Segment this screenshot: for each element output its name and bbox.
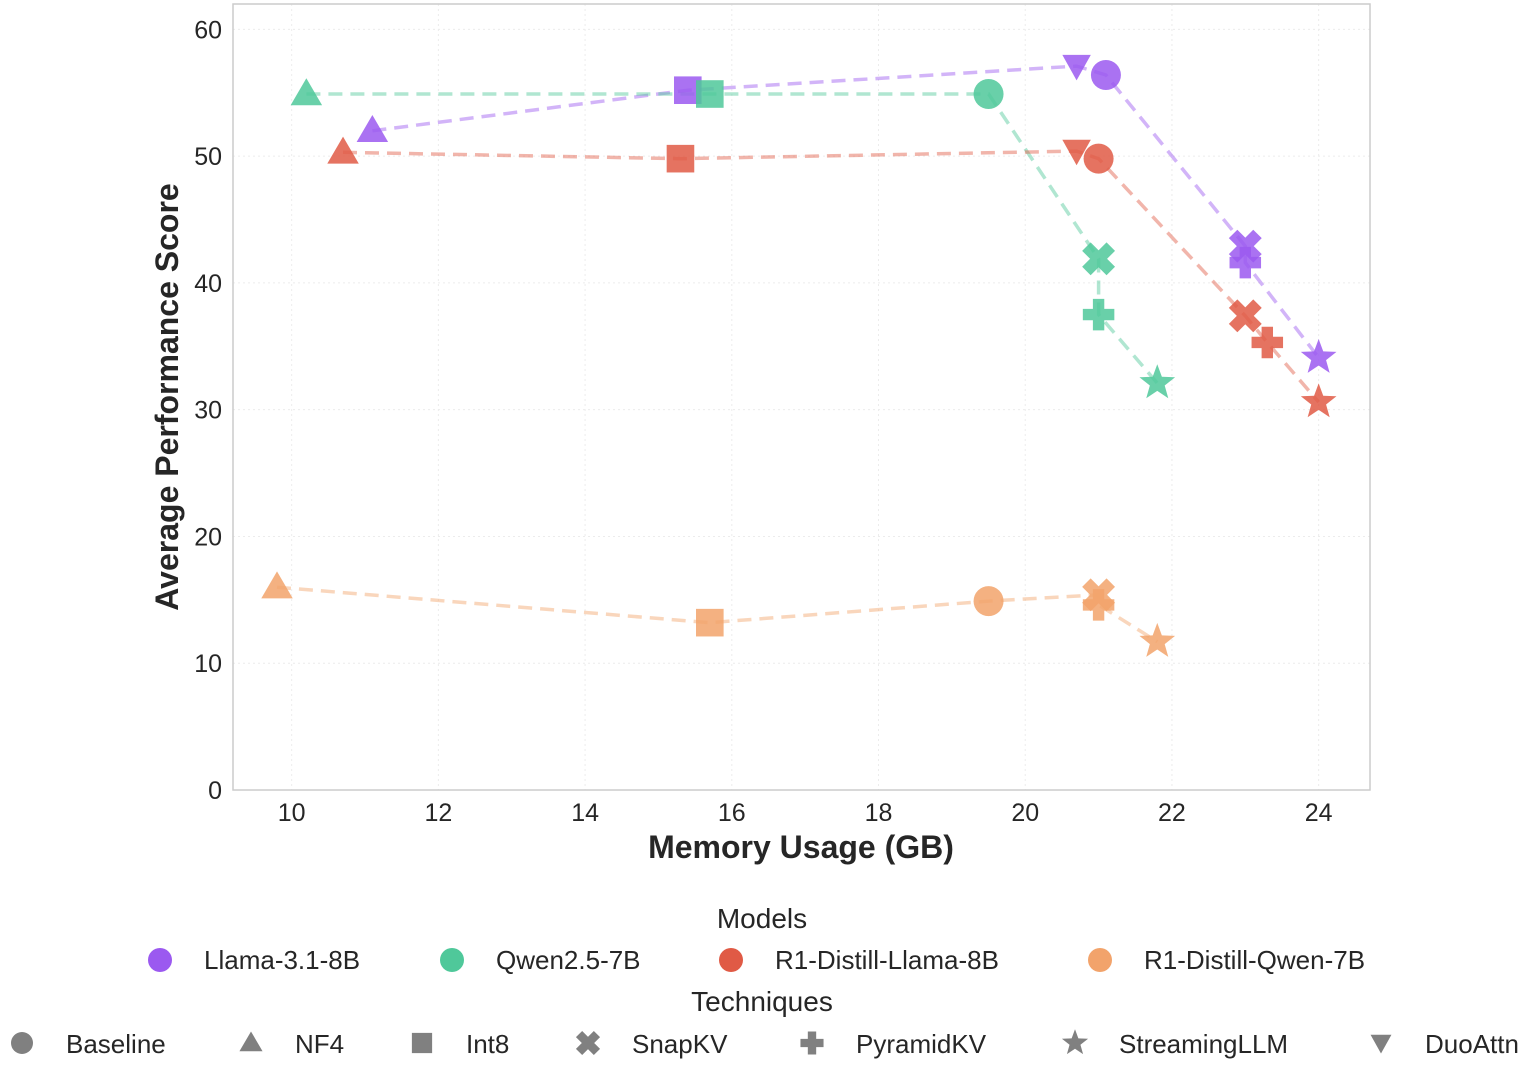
legend-item-r1-distill-llama-8b: R1-Distill-Llama-8B xyxy=(719,945,999,975)
legend-item-nf4: NF4 xyxy=(239,1029,344,1059)
y-tick-label: 0 xyxy=(208,777,222,805)
techniques-legend: Baseline NF4 Int8 SnapKV PyramidKV StreamingL… xyxy=(11,1029,1519,1059)
legend-item-duoattn: DuoAttn xyxy=(1370,1029,1519,1059)
legend-label: Baseline xyxy=(66,1029,166,1059)
series-line-llama-3-1-8b xyxy=(372,64,1321,359)
legend-label: SnapKV xyxy=(632,1029,728,1059)
legend-item-baseline: Baseline xyxy=(11,1029,166,1059)
techniques-legend-title: Techniques xyxy=(691,986,833,1017)
grid xyxy=(233,4,1370,791)
legend-item-snapkv: SnapKV xyxy=(575,1029,728,1059)
point-qwen2-5-7b-pyramidkv xyxy=(1082,298,1115,331)
x-tick-label: 10 xyxy=(278,799,306,827)
point-r1-distill-llama-8b-nf4 xyxy=(327,136,359,164)
point-r1-distill-qwen-7b-pyramidkv xyxy=(1082,589,1115,621)
x-tick-label: 20 xyxy=(1011,799,1039,827)
y-tick-label: 20 xyxy=(194,523,222,551)
series-points-r1-distill-llama-8b xyxy=(327,136,1337,418)
triangle-up-icon xyxy=(239,1031,263,1052)
legend-label: StreamingLLM xyxy=(1119,1029,1288,1059)
legend-label: PyramidKV xyxy=(856,1029,987,1059)
models-legend-title: Models xyxy=(717,903,807,934)
legend-label: Int8 xyxy=(466,1029,509,1059)
legend-label: Llama-3.1-8B xyxy=(204,945,360,975)
y-tick-label: 10 xyxy=(194,650,222,678)
series-lines xyxy=(276,64,1321,644)
legend-label: R1-Distill-Qwen-7B xyxy=(1144,945,1365,975)
x-axis-title: Memory Usage (GB) xyxy=(648,829,954,865)
data-points xyxy=(261,54,1337,657)
legend-item-qwen2-5-7b: Qwen2.5-7B xyxy=(440,945,641,975)
y-axis-title: Average Performance Score xyxy=(149,183,185,610)
point-qwen2-5-7b-streamingllm xyxy=(1139,364,1176,399)
point-llama-3-1-8b-nf4 xyxy=(356,115,389,143)
legend-item-pyramidkv: PyramidKV xyxy=(800,1029,987,1059)
x-tick-label: 18 xyxy=(865,799,893,827)
y-tick-label: 60 xyxy=(194,16,222,44)
legend-item-r1-distill-qwen-7b: R1-Distill-Qwen-7B xyxy=(1088,945,1365,975)
point-qwen2-5-7b-nf4 xyxy=(290,78,323,106)
point-qwen2-5-7b-int8 xyxy=(696,80,724,108)
point-llama-3-1-8b-snapkv xyxy=(1228,229,1262,263)
point-llama-3-1-8b-baseline xyxy=(1090,59,1121,90)
axis-ticks: 10 12 14 16 18 20 22 24 0 10 20 30 40 50 60 xyxy=(194,16,1332,827)
point-llama-3-1-8b-duoattn xyxy=(1062,54,1091,81)
legend-swatch xyxy=(440,948,464,972)
y-tick-label: 40 xyxy=(194,270,222,298)
x-tick-label: 16 xyxy=(718,799,746,827)
plot-area-frame xyxy=(232,3,1371,791)
point-r1-distill-llama-8b-snapkv xyxy=(1228,299,1262,333)
square-icon xyxy=(411,1032,433,1054)
star-icon xyxy=(1061,1029,1089,1055)
x-tick-label: 22 xyxy=(1158,799,1186,827)
circle-icon xyxy=(11,1032,33,1054)
models-legend: Llama-3.1-8B Qwen2.5-7B R1-Distill-Llama-8… xyxy=(148,945,1365,975)
point-qwen2-5-7b-snapkv xyxy=(1082,242,1116,276)
x-icon xyxy=(575,1030,601,1056)
point-r1-distill-qwen-7b-int8 xyxy=(696,608,724,637)
point-r1-distill-llama-8b-streamingllm xyxy=(1300,383,1337,418)
legend-label: DuoAttn xyxy=(1425,1029,1519,1059)
point-r1-distill-llama-8b-pyramidkv xyxy=(1251,326,1284,359)
point-r1-distill-qwen-7b-streamingllm xyxy=(1139,622,1176,657)
legend-label: R1-Distill-Llama-8B xyxy=(775,945,999,975)
legend-item-streamingllm: StreamingLLM xyxy=(1061,1029,1288,1059)
legend-swatch xyxy=(1088,948,1112,972)
point-llama-3-1-8b-pyramidkv xyxy=(1229,246,1262,279)
series-points-llama-3-1-8b xyxy=(356,54,1337,373)
x-tick-label: 12 xyxy=(424,799,452,827)
series-line-qwen2-5-7b xyxy=(306,92,1159,385)
point-r1-distill-llama-8b-duoattn xyxy=(1062,139,1091,166)
point-llama-3-1-8b-streamingllm xyxy=(1300,338,1337,373)
y-tick-label: 30 xyxy=(194,397,222,425)
point-r1-distill-llama-8b-int8 xyxy=(666,144,695,173)
point-r1-distill-qwen-7b-nf4 xyxy=(261,571,293,599)
series-points-r1-distill-qwen-7b xyxy=(261,571,1176,657)
legend-swatch xyxy=(719,948,743,972)
series-line-r1-distill-qwen-7b xyxy=(276,585,1159,644)
legend-item-llama-3-1-8b: Llama-3.1-8B xyxy=(148,945,360,975)
x-tick-label: 14 xyxy=(571,799,599,827)
point-r1-distill-llama-8b-baseline xyxy=(1083,143,1114,174)
x-tick-label: 24 xyxy=(1305,799,1333,827)
triangle-down-icon xyxy=(1370,1034,1392,1054)
legend-swatch xyxy=(148,948,172,972)
legend: Models Llama-3.1-8B Qwen2.5-7B R1-Distill-… xyxy=(11,903,1519,1059)
point-r1-distill-qwen-7b-baseline xyxy=(973,586,1004,617)
point-qwen2-5-7b-baseline xyxy=(973,79,1004,110)
plus-icon xyxy=(800,1031,824,1055)
legend-item-int8: Int8 xyxy=(411,1029,509,1059)
legend-label: NF4 xyxy=(295,1029,344,1059)
legend-label: Qwen2.5-7B xyxy=(496,945,641,975)
y-tick-label: 50 xyxy=(194,143,222,171)
series-points-qwen2-5-7b xyxy=(290,78,1176,399)
